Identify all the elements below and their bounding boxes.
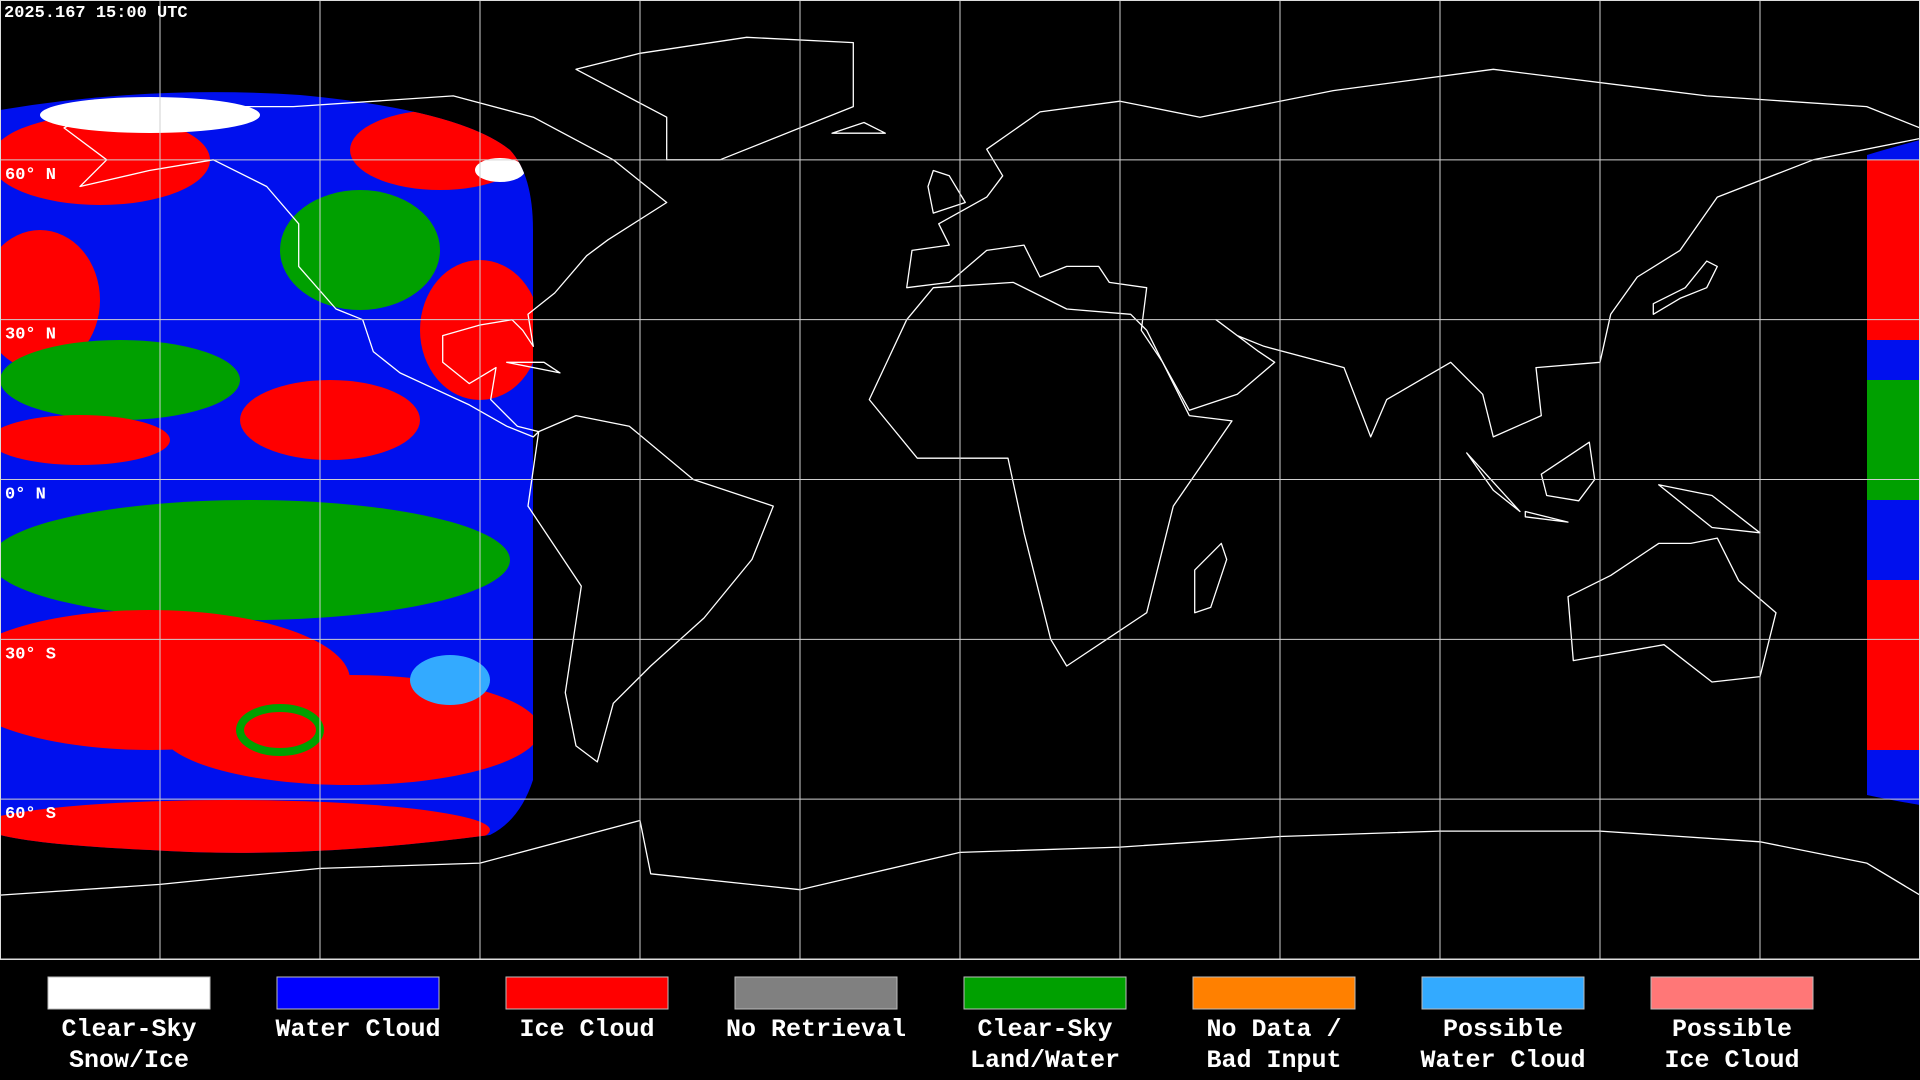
ice-cloud-area (0, 230, 100, 370)
legend-label: Ice Cloud (1664, 1046, 1799, 1075)
legend-swatch (963, 976, 1127, 1010)
legend-label: No Data / (1206, 1015, 1341, 1044)
clear-sky-area (1867, 380, 1920, 500)
latitude-label: 0° N (5, 486, 46, 505)
coastline (868, 281, 1233, 667)
legend-label: Bad Input (1206, 1046, 1341, 1075)
ice-cloud-area (0, 800, 490, 853)
legend-label: Land/Water (970, 1046, 1120, 1075)
ice-cloud-area (1867, 580, 1920, 750)
coastline (1652, 260, 1718, 315)
legend-swatch (276, 976, 440, 1010)
legend-swatch (1650, 976, 1814, 1010)
coastline (1567, 537, 1777, 683)
coastline (575, 36, 854, 161)
legend-label: Water Cloud (1420, 1046, 1585, 1075)
latitude-label: 30° N (5, 326, 56, 345)
graticule (0, 0, 1920, 959)
coastline (506, 361, 561, 374)
latitude-labels: 60° N 30° N 0° N 30° S 60° S (5, 166, 56, 824)
clear-sky-area (280, 190, 440, 310)
latitude-label: 60° S (5, 805, 56, 824)
clear-sky-area (0, 340, 240, 420)
coastline (63, 95, 668, 438)
coastline (1466, 452, 1521, 513)
legend-swatch (47, 976, 211, 1010)
legend-swatch (1421, 976, 1585, 1010)
coastline (1524, 510, 1569, 523)
legend-label: Snow/Ice (69, 1046, 189, 1075)
coastline (1194, 542, 1228, 614)
latitude-label: 30° S (5, 645, 56, 664)
timestamp: 2025.167 15:00 UTC (4, 4, 188, 23)
legend-label: Clear-Sky (61, 1015, 196, 1044)
satellite-imagery-east (1867, 140, 1920, 805)
legend-label: Clear-Sky (977, 1015, 1112, 1044)
legend-label: Possible (1672, 1015, 1792, 1044)
possible-water-area (410, 655, 490, 705)
legend-swatch (505, 976, 669, 1010)
coastline (906, 68, 1920, 438)
snow-ice-area (475, 158, 525, 182)
legend-label: Water Cloud (275, 1015, 440, 1044)
legend-label: No Retrieval (726, 1015, 906, 1044)
snow-ice-area (40, 97, 260, 133)
coastline (527, 414, 774, 763)
coastline (1540, 441, 1596, 502)
satellite-imagery (0, 92, 533, 853)
ice-cloud-area (1867, 160, 1920, 340)
clear-sky-area (0, 500, 510, 620)
legend-swatch (734, 976, 898, 1010)
legend-label: Ice Cloud (519, 1015, 654, 1044)
coastline (831, 121, 886, 134)
legend-swatch (1192, 976, 1356, 1010)
ice-cloud-area (240, 380, 420, 460)
legend-label: Possible (1443, 1015, 1563, 1044)
ice-cloud-area (0, 415, 170, 465)
latitude-label: 60° N (5, 166, 56, 185)
